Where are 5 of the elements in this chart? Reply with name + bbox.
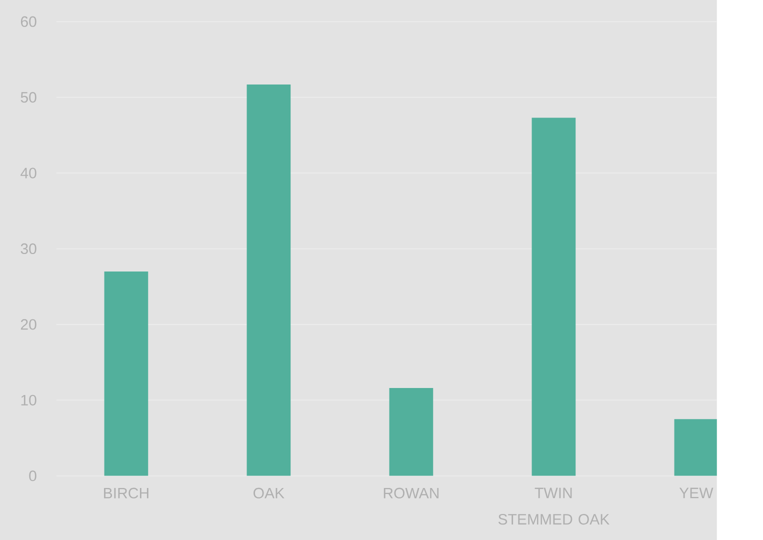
bar — [674, 418, 717, 476]
bar — [246, 84, 291, 476]
bar — [389, 388, 434, 476]
bar — [532, 118, 576, 476]
bar — [104, 271, 148, 476]
